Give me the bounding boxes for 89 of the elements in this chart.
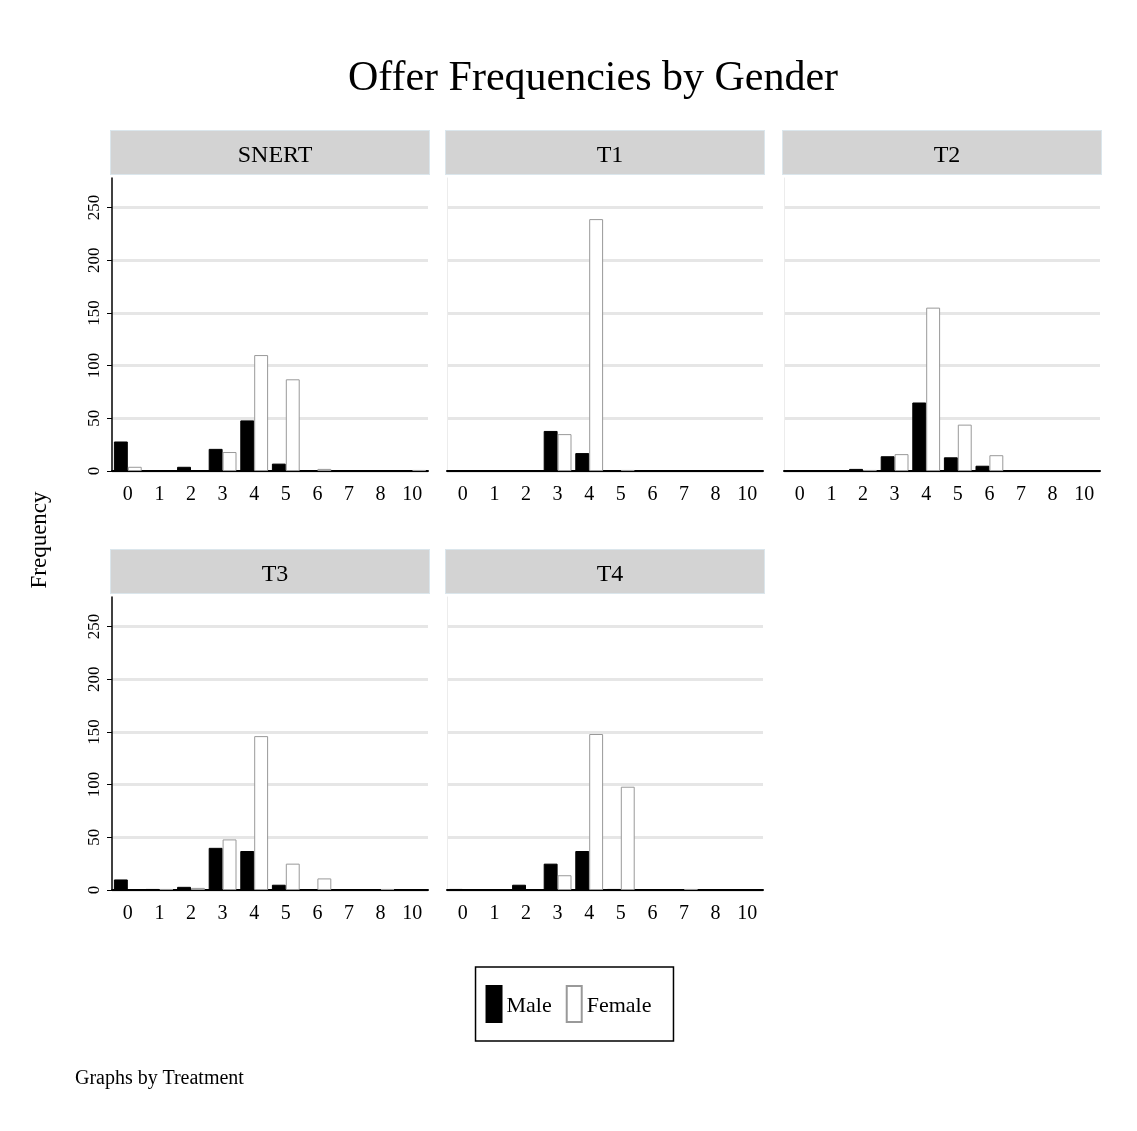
bar: [222, 839, 237, 890]
x-tick-label: 6: [647, 482, 658, 504]
chart-subtitle: T4: [596, 560, 624, 586]
x-tick-label: 8: [375, 482, 386, 504]
x-tick-label: 5: [615, 901, 626, 923]
bar: [589, 219, 604, 471]
y-tick-label: 0: [84, 885, 103, 895]
x-tick-label: 0: [794, 482, 805, 504]
x-tick-label: 5: [952, 482, 963, 504]
x-tick-label: 0: [122, 901, 133, 923]
y-tick-label: 100: [84, 771, 103, 798]
x-tick-label: 4: [249, 482, 260, 504]
x-tick-label: 7: [679, 482, 689, 504]
x-tick-label: 8: [1047, 482, 1058, 504]
y-tick-label: 50: [84, 828, 103, 846]
bar: [989, 455, 1004, 471]
x-tick-label: 10: [1074, 482, 1095, 504]
x-tick-label: 1: [154, 482, 165, 504]
y-tick-label: 50: [84, 409, 103, 427]
bar: [222, 452, 237, 471]
x-tick-label: 7: [1016, 482, 1026, 504]
bar: [589, 734, 604, 890]
bar: [620, 786, 635, 890]
bar: [557, 434, 572, 471]
chart-subtitle: T3: [261, 560, 289, 586]
chart-subtitle: T1: [596, 141, 624, 167]
y-tick-label: 150: [84, 300, 103, 326]
y-tick-label: 200: [84, 247, 103, 273]
bar: [557, 875, 572, 890]
x-tick-label: 10: [402, 482, 423, 504]
x-tick-label: 10: [402, 901, 423, 923]
y-tick-label: 100: [84, 352, 103, 379]
x-tick-label: 2: [186, 482, 196, 504]
bar: [957, 424, 972, 471]
y-tick-label: 250: [84, 613, 103, 640]
x-tick-label: 5: [280, 482, 291, 504]
x-tick-label: 0: [457, 901, 468, 923]
chart-subtitle: T2: [933, 141, 961, 167]
x-tick-label: 10: [737, 482, 758, 504]
x-tick-label: 7: [679, 901, 689, 923]
x-tick-label: 1: [489, 901, 500, 923]
y-tick-label: 150: [84, 719, 103, 745]
x-tick-label: 2: [186, 901, 196, 923]
bar: [285, 863, 300, 890]
legend-label: Male: [506, 991, 552, 1017]
x-tick-label: 8: [710, 901, 721, 923]
text: Offer Frequencies by Gender: [347, 53, 839, 99]
x-tick-label: 10: [737, 901, 758, 923]
x-tick-label: 1: [826, 482, 837, 504]
y-tick-label: 200: [84, 666, 103, 692]
bar: [254, 736, 269, 890]
bar: [285, 379, 300, 471]
y-tick-label: 250: [84, 194, 103, 221]
x-tick-label: 3: [552, 482, 563, 504]
x-tick-label: 3: [552, 901, 563, 923]
x-tick-label: 4: [584, 482, 595, 504]
x-tick-label: 6: [312, 901, 323, 923]
x-tick-label: 3: [217, 482, 228, 504]
x-tick-label: 0: [457, 482, 468, 504]
x-tick-label: 2: [521, 901, 531, 923]
x-tick-label: 5: [615, 482, 626, 504]
x-tick-label: 3: [217, 901, 228, 923]
x-tick-label: 0: [122, 482, 133, 504]
bar: [894, 454, 909, 471]
y-axis-title: Frequency: [25, 490, 51, 589]
bar: [127, 466, 142, 471]
x-tick-label: 2: [521, 482, 531, 504]
x-tick-label: 8: [710, 482, 721, 504]
x-tick-label: 7: [344, 901, 354, 923]
x-tick-label: 6: [984, 482, 995, 504]
bar: [317, 878, 332, 890]
x-tick-label: 7: [344, 482, 354, 504]
legend-label: Female: [586, 991, 652, 1017]
x-tick-label: 4: [584, 901, 595, 923]
x-tick-label: 6: [647, 901, 658, 923]
y-tick-label: 0: [84, 466, 103, 476]
x-tick-label: 4: [249, 901, 260, 923]
bar: [254, 355, 269, 471]
x-tick-label: 8: [375, 901, 386, 923]
x-tick-label: 1: [154, 901, 165, 923]
bar: [926, 307, 941, 471]
x-tick-label: 3: [889, 482, 900, 504]
x-tick-label: 2: [858, 482, 868, 504]
x-tick-label: 6: [312, 482, 323, 504]
x-tick-label: 1: [489, 482, 500, 504]
x-tick-label: 5: [280, 901, 291, 923]
text: Graphs by Treatment: [75, 1066, 245, 1089]
x-tick-label: 4: [921, 482, 932, 504]
chart-subtitle: SNERT: [237, 141, 313, 167]
